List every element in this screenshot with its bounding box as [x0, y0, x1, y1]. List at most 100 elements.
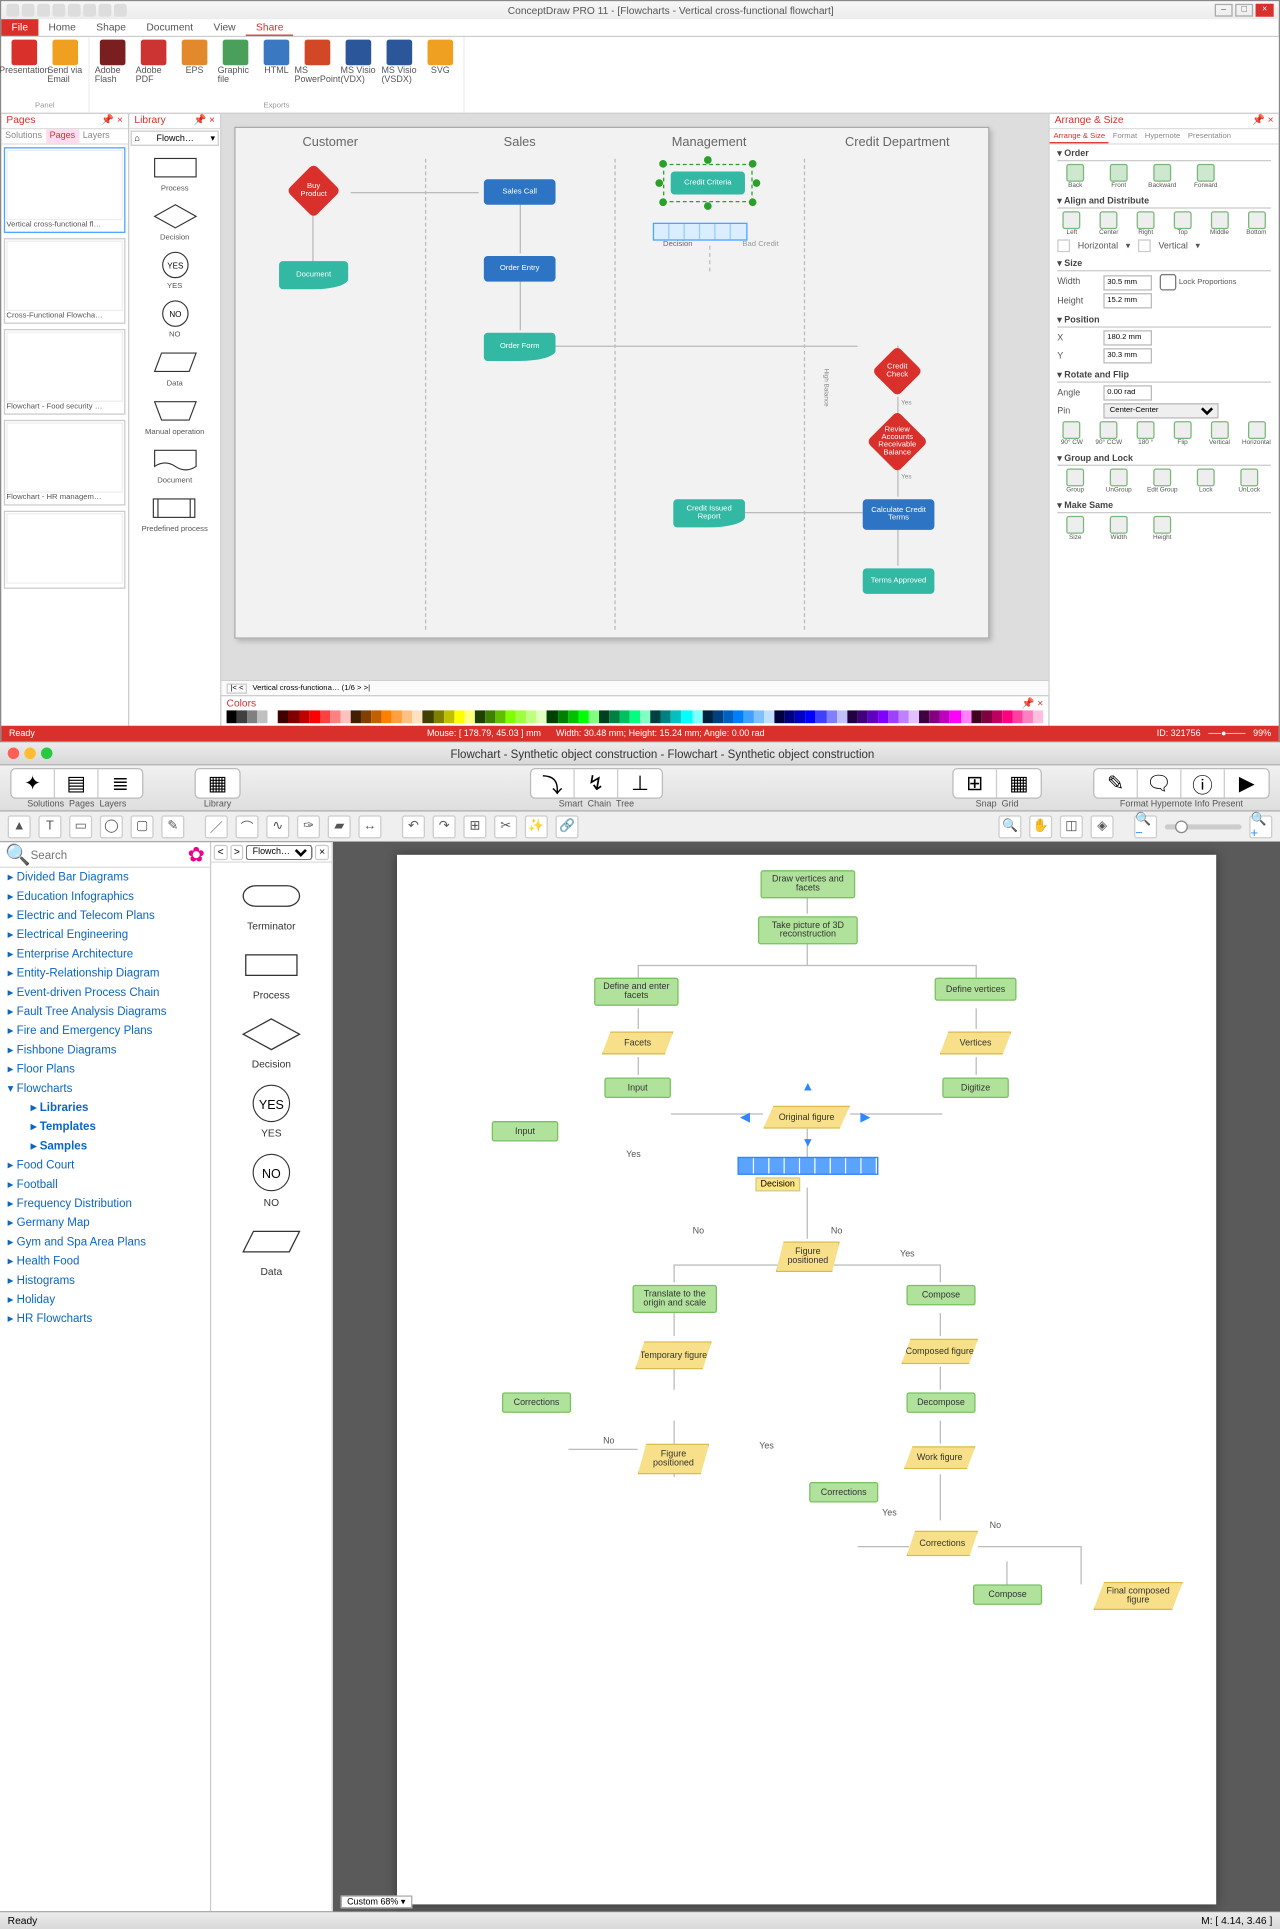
- lib-shape-yes[interactable]: YESYES: [152, 250, 198, 291]
- lib2-process[interactable]: Process: [241, 945, 302, 1001]
- btn-order-front[interactable]: Front: [1101, 164, 1137, 190]
- panel-close-icon[interactable]: 📌 ×: [193, 114, 215, 128]
- n-temp[interactable]: Temporary figure: [635, 1341, 712, 1369]
- btn-presentation[interactable]: Presentation: [6, 40, 42, 85]
- color-swatch[interactable]: [744, 710, 754, 723]
- sel-arrow-right[interactable]: ▶: [860, 1111, 870, 1125]
- color-swatch[interactable]: [557, 710, 567, 723]
- lib-next[interactable]: >: [230, 844, 244, 859]
- tab-view[interactable]: View: [203, 19, 246, 36]
- tree-item[interactable]: Divided Bar Diagrams: [0, 868, 210, 887]
- shape-toolbar[interactable]: [737, 1157, 878, 1175]
- color-swatch[interactable]: [309, 710, 319, 723]
- tool-pencil[interactable]: ✎: [161, 815, 184, 838]
- qat-icon[interactable]: [22, 4, 35, 17]
- node-creditcheck[interactable]: Credit Check: [872, 346, 923, 397]
- color-swatch[interactable]: [1002, 710, 1012, 723]
- color-swatch[interactable]: [847, 710, 857, 723]
- resize-handle[interactable]: [655, 179, 663, 187]
- lib-select[interactable]: Flowch…: [246, 844, 313, 859]
- n-compfig[interactable]: Composed figure: [901, 1339, 978, 1365]
- btn-align-left[interactable]: Left: [1057, 211, 1086, 237]
- color-swatch[interactable]: [961, 710, 971, 723]
- close-button[interactable]: [8, 748, 20, 760]
- tool-line[interactable]: ／: [205, 815, 228, 838]
- color-swatch[interactable]: [785, 710, 795, 723]
- tool-hand[interactable]: ✋: [1029, 815, 1052, 838]
- minimize-button[interactable]: [24, 748, 36, 760]
- btn-adobe-pdf[interactable]: Adobe PDF: [136, 40, 172, 85]
- btn-flip-v[interactable]: Vertical: [1205, 421, 1234, 447]
- resize-handle[interactable]: [704, 202, 712, 210]
- color-swatch[interactable]: [402, 710, 412, 723]
- doc-tab[interactable]: Vertical cross-functiona… (1/6 > >|: [252, 684, 370, 692]
- tree-item[interactable]: Enterprise Architecture: [0, 945, 210, 964]
- page-thumb[interactable]: Flowchart - HR managem…: [4, 420, 126, 506]
- tool-eyedrop[interactable]: ✑: [297, 815, 320, 838]
- height-input[interactable]: [1103, 293, 1152, 308]
- n-orig[interactable]: Original figure: [763, 1106, 850, 1129]
- tool-crop[interactable]: ◫: [1060, 815, 1083, 838]
- node-orderentry[interactable]: Order Entry: [484, 256, 556, 282]
- btn-ppt[interactable]: MS PowerPoint: [300, 40, 336, 85]
- color-swatch[interactable]: [371, 710, 381, 723]
- node-orderform[interactable]: Order Form: [484, 333, 556, 361]
- tb-grid[interactable]: ▦: [997, 769, 1041, 797]
- tree-item[interactable]: Education Infographics: [0, 887, 210, 906]
- btn-send-email[interactable]: Send via Email: [47, 40, 83, 85]
- tree-item[interactable]: Health Food: [0, 1252, 210, 1271]
- tree-item[interactable]: Fault Tree Analysis Diagrams: [0, 1002, 210, 1021]
- lib-shape-process[interactable]: Process: [152, 152, 198, 193]
- color-swatch[interactable]: [547, 710, 557, 723]
- qat-icon[interactable]: [68, 4, 81, 17]
- tool-group[interactable]: ⊞: [463, 815, 486, 838]
- n-pic[interactable]: Take picture of 3D reconstruction: [758, 916, 858, 944]
- color-swatch[interactable]: [775, 710, 785, 723]
- sel-arrow-down[interactable]: ▼: [801, 1137, 814, 1151]
- qat-icon[interactable]: [37, 4, 50, 17]
- color-swatch[interactable]: [940, 710, 950, 723]
- tree-item[interactable]: Fire and Emergency Plans: [0, 1021, 210, 1040]
- qat-icon[interactable]: [6, 4, 19, 17]
- tool-curve[interactable]: ∿: [266, 815, 289, 838]
- color-swatch[interactable]: [444, 710, 454, 723]
- zoom-out[interactable]: 🔍−: [1134, 815, 1157, 838]
- btn-align-top[interactable]: Top: [1168, 211, 1197, 237]
- color-swatch[interactable]: [619, 710, 629, 723]
- qat-icon[interactable]: [99, 4, 112, 17]
- tool-rect[interactable]: ▭: [69, 815, 92, 838]
- color-swatch[interactable]: [682, 710, 692, 723]
- n-input2[interactable]: Input: [492, 1121, 559, 1141]
- lib-shape-predefined[interactable]: Predefined process: [142, 493, 208, 534]
- n-inputR[interactable]: Digitize: [942, 1078, 1009, 1098]
- tool-magic[interactable]: ✨: [525, 815, 548, 838]
- tool-undo[interactable]: ↶: [402, 815, 425, 838]
- minimize-button[interactable]: –: [1215, 4, 1233, 17]
- rp-tab-hypernote[interactable]: Hypernote: [1141, 129, 1184, 143]
- btn-align-bottom[interactable]: Bottom: [1242, 211, 1271, 237]
- btn-same-width[interactable]: Width: [1101, 516, 1137, 542]
- btn-same-size[interactable]: Size: [1057, 516, 1093, 542]
- lib-prev[interactable]: <: [214, 844, 228, 859]
- resize-handle[interactable]: [749, 160, 757, 168]
- lib-close[interactable]: ×: [315, 844, 329, 859]
- subtab-solutions[interactable]: Solutions: [1, 129, 46, 143]
- canvas[interactable]: Customer Sales Management Credit Departm…: [221, 114, 1048, 680]
- lib-shape-no[interactable]: NONO: [152, 298, 198, 339]
- qshape[interactable]: [731, 224, 746, 239]
- color-swatch[interactable]: [950, 710, 960, 723]
- tool-link[interactable]: 🔗: [556, 815, 579, 838]
- qshape[interactable]: [685, 224, 700, 239]
- tree-item[interactable]: Event-driven Process Chain: [0, 983, 210, 1002]
- color-swatch[interactable]: [640, 710, 650, 723]
- tree-item[interactable]: HR Flowcharts: [0, 1309, 210, 1328]
- n-corrY[interactable]: Corrections: [906, 1531, 978, 1557]
- tb-smart[interactable]: ⤵: [531, 769, 575, 797]
- page-thumb[interactable]: [4, 511, 126, 589]
- search-input[interactable]: [31, 848, 188, 861]
- color-swatch[interactable]: [568, 710, 578, 723]
- color-swatch[interactable]: [837, 710, 847, 723]
- tool-cut[interactable]: ✂: [494, 815, 517, 838]
- color-swatch[interactable]: [268, 710, 278, 723]
- color-swatch[interactable]: [1012, 710, 1022, 723]
